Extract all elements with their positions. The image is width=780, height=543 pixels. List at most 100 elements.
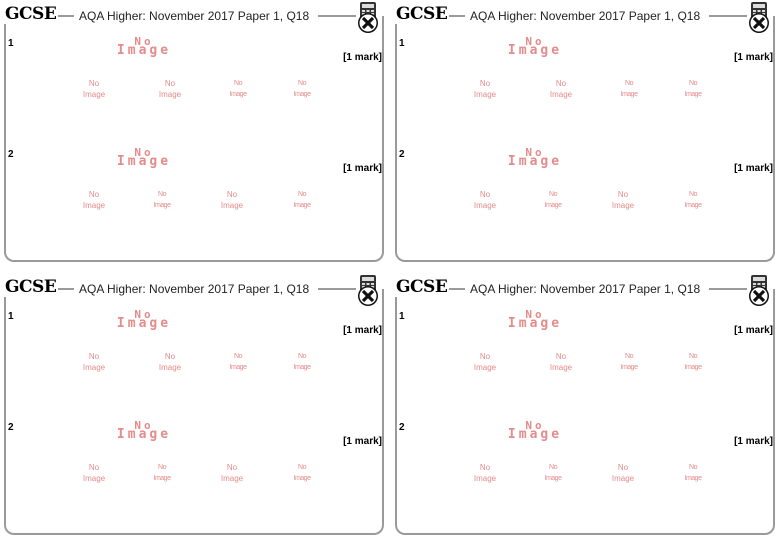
placeholder-text: No (234, 353, 242, 360)
question-number: 2 (399, 422, 405, 433)
placeholder-text: No (298, 464, 306, 471)
answer-option-image-placeholder: No Image (220, 189, 244, 211)
mark-allocation: [1 mark] (343, 52, 382, 63)
no-calculator-icon (354, 0, 382, 36)
question-card: GCSE AQA Higher: November 2017 Paper 1, Q… (0, 0, 390, 270)
placeholder-text: Image (473, 90, 497, 99)
mark-allocation: [1 mark] (343, 325, 382, 336)
placeholder-text: No (88, 79, 100, 88)
placeholder-text: Image (684, 91, 702, 98)
header-rule (52, 288, 74, 290)
placeholder-text: Image (544, 475, 562, 482)
placeholder-text: No (164, 79, 176, 88)
no-calculator-icon (745, 0, 773, 36)
missing-image-placeholder: No Image (80, 419, 208, 442)
gcse-logo: GCSE (3, 277, 59, 297)
answer-option-image-placeholder: No Image (611, 189, 635, 211)
answer-option-image-placeholder: No Image (150, 189, 174, 211)
missing-image-placeholder: No Image (471, 308, 599, 330)
card-frame (395, 289, 775, 535)
header-rule (52, 15, 74, 17)
placeholder-text: No (226, 190, 238, 199)
mark-allocation: [1 mark] (343, 163, 382, 174)
placeholder-text: No (479, 79, 491, 88)
placeholder-text: Image (620, 91, 638, 98)
header-rule (709, 288, 747, 290)
placeholder-text: Image (116, 43, 172, 58)
placeholder-text: Image (549, 90, 573, 99)
answer-option-image-placeholder: No Image (549, 78, 573, 100)
placeholder-text: No (549, 191, 557, 198)
placeholder-text: No (549, 464, 557, 471)
placeholder-text: Image (507, 43, 563, 58)
answer-option-image-placeholder: No Image (473, 78, 497, 100)
header-rule (318, 15, 356, 17)
placeholder-text: No (689, 80, 697, 87)
answer-option-image-placeholder: No Image (617, 78, 641, 100)
answer-option-image-placeholder: No Image (290, 78, 314, 100)
gcse-logo: GCSE (394, 4, 450, 24)
missing-image-placeholder: No Image (471, 147, 599, 169)
mark-allocation: [1 mark] (343, 436, 382, 447)
placeholder-text: Image (611, 474, 635, 483)
placeholder-text: No (298, 80, 306, 87)
placeholder-text: Image (229, 364, 247, 371)
placeholder-text: Image (220, 201, 244, 210)
answer-option-image-placeholder: No Image (82, 462, 106, 484)
placeholder-text: Image (116, 427, 172, 442)
placeholder-text: No (88, 352, 100, 361)
placeholder-text: No (625, 353, 633, 360)
card-frame (395, 16, 775, 262)
placeholder-text: Image (153, 475, 171, 482)
placeholder-text: Image (293, 475, 311, 482)
answer-option-image-placeholder: No Image (158, 351, 182, 373)
placeholder-text: No (134, 308, 154, 321)
answer-option-image-placeholder: No Image (473, 189, 497, 211)
gcse-logo: GCSE (3, 4, 59, 24)
placeholder-text: Image (158, 90, 182, 99)
placeholder-text: No (525, 419, 545, 432)
placeholder-text: No (617, 463, 629, 472)
placeholder-text: Image (507, 427, 563, 442)
placeholder-text: No (298, 353, 306, 360)
placeholder-text: No (164, 352, 176, 361)
placeholder-text: No (298, 191, 306, 198)
answer-option-image-placeholder: No Image (549, 351, 573, 373)
answer-option-image-placeholder: No Image (290, 351, 314, 373)
placeholder-text: No (525, 308, 545, 321)
question-number: 2 (399, 149, 405, 160)
no-calculator-icon (745, 273, 773, 309)
answer-option-image-placeholder: No Image (611, 462, 635, 484)
question-card: GCSE AQA Higher: November 2017 Paper 1, Q… (391, 273, 780, 543)
answer-option-image-placeholder: No Image (82, 78, 106, 100)
placeholder-text: Image (82, 90, 106, 99)
mark-allocation: [1 mark] (734, 325, 773, 336)
placeholder-text: No (134, 419, 154, 432)
answer-option-image-placeholder: No Image (226, 78, 250, 100)
missing-image-placeholder: No Image (80, 36, 208, 58)
card-frame (4, 289, 384, 535)
question-card: GCSE AQA Higher: November 2017 Paper 1, Q… (0, 273, 390, 543)
answer-option-image-placeholder: No Image (617, 351, 641, 373)
placeholder-text: No (625, 80, 633, 87)
question-source-title: AQA Higher: November 2017 Paper 1, Q18 (79, 9, 310, 23)
question-card: GCSE AQA Higher: November 2017 Paper 1, Q… (391, 0, 780, 270)
placeholder-text: Image (220, 474, 244, 483)
no-calculator-icon (354, 273, 382, 309)
mark-allocation: [1 mark] (734, 163, 773, 174)
placeholder-text: No (555, 352, 567, 361)
placeholder-text: Image (684, 475, 702, 482)
placeholder-text: Image (684, 202, 702, 209)
header-rule (443, 15, 465, 17)
placeholder-text: No (134, 146, 154, 159)
placeholder-text: Image (116, 154, 172, 169)
placeholder-text: Image (158, 363, 182, 372)
answer-option-image-placeholder: No Image (541, 189, 565, 211)
placeholder-text: No (689, 464, 697, 471)
missing-image-placeholder: No Image (80, 308, 208, 330)
placeholder-text: Image (684, 364, 702, 371)
placeholder-text: Image (507, 154, 563, 169)
placeholder-text: No (226, 463, 238, 472)
question-number: 1 (399, 311, 405, 322)
missing-image-placeholder: No Image (471, 36, 599, 58)
